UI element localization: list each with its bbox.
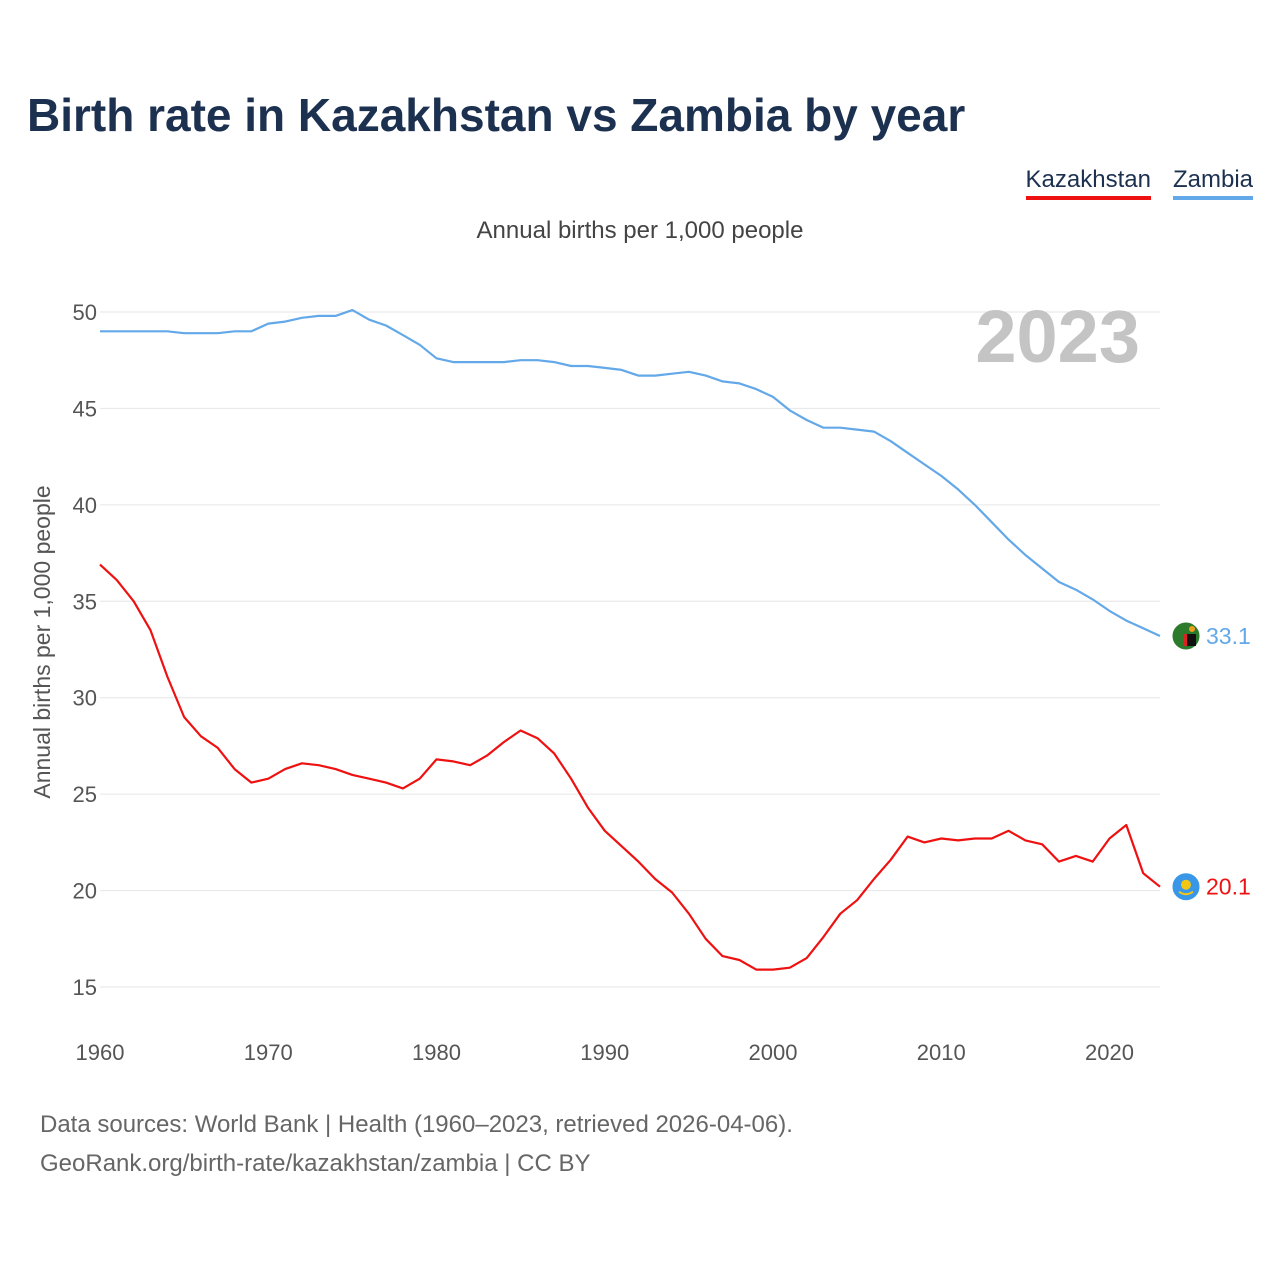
legend-item-kazakhstan[interactable]: Kazakhstan [1025, 166, 1151, 200]
kazakhstan-flag-eagle-icon [1178, 890, 1194, 896]
y-tick-label-15: 15 [73, 975, 97, 1000]
x-tick-label-2000: 2000 [749, 1040, 798, 1065]
x-tick-label-2020: 2020 [1085, 1040, 1134, 1065]
y-tick-label-25: 25 [73, 782, 97, 807]
x-tick-label-1990: 1990 [580, 1040, 629, 1065]
y-tick-label-35: 35 [73, 589, 97, 614]
footer-source: Data sources: World Bank | Health (1960–… [40, 1111, 793, 1138]
y-tick-label-50: 50 [73, 300, 97, 325]
y-axis-title: Annual births per 1,000 people [29, 485, 55, 798]
x-tick-label-1980: 1980 [412, 1040, 461, 1065]
x-tick-label-1970: 1970 [244, 1040, 293, 1065]
chart-title: Birth rate in Kazakhstan vs Zambia by ye… [27, 89, 966, 141]
kazakhstan-flag-sun-icon [1181, 879, 1191, 890]
year-watermark: 2023 [975, 295, 1140, 378]
y-tick-label-20: 20 [73, 879, 97, 904]
y-tick-label-45: 45 [73, 396, 97, 421]
legend: Kazakhstan Zambia [1025, 166, 1253, 200]
zambia-flag-eagle-icon [1189, 626, 1195, 632]
chart-subtitle: Annual births per 1,000 people [476, 217, 804, 244]
zambia-flag-red-stripe-icon [1184, 634, 1187, 646]
end-label-kazakhstan: 20.1 [1206, 874, 1251, 900]
footer-url[interactable]: GeoRank.org/birth-rate/kazakhstan/zambia… [40, 1150, 591, 1177]
series-line-zambia [100, 309, 1161, 637]
line-chart: 15 20 25 30 35 40 45 50 1960 1970 1980 1990 2000 2010… [29, 295, 1251, 1065]
y-tick-label-30: 30 [73, 686, 97, 711]
x-tick-label-2010: 2010 [917, 1040, 966, 1065]
footer: Data sources: World Bank | Health (1960–… [40, 1105, 793, 1183]
zambia-flag-stripe-icon [1187, 634, 1196, 646]
y-tick-label-40: 40 [73, 493, 97, 518]
series-line-kazakhstan [99, 563, 1161, 971]
x-tick-label-1960: 1960 [76, 1040, 125, 1065]
legend-item-zambia[interactable]: Zambia [1172, 166, 1253, 200]
end-label-zambia: 33.1 [1206, 623, 1251, 649]
